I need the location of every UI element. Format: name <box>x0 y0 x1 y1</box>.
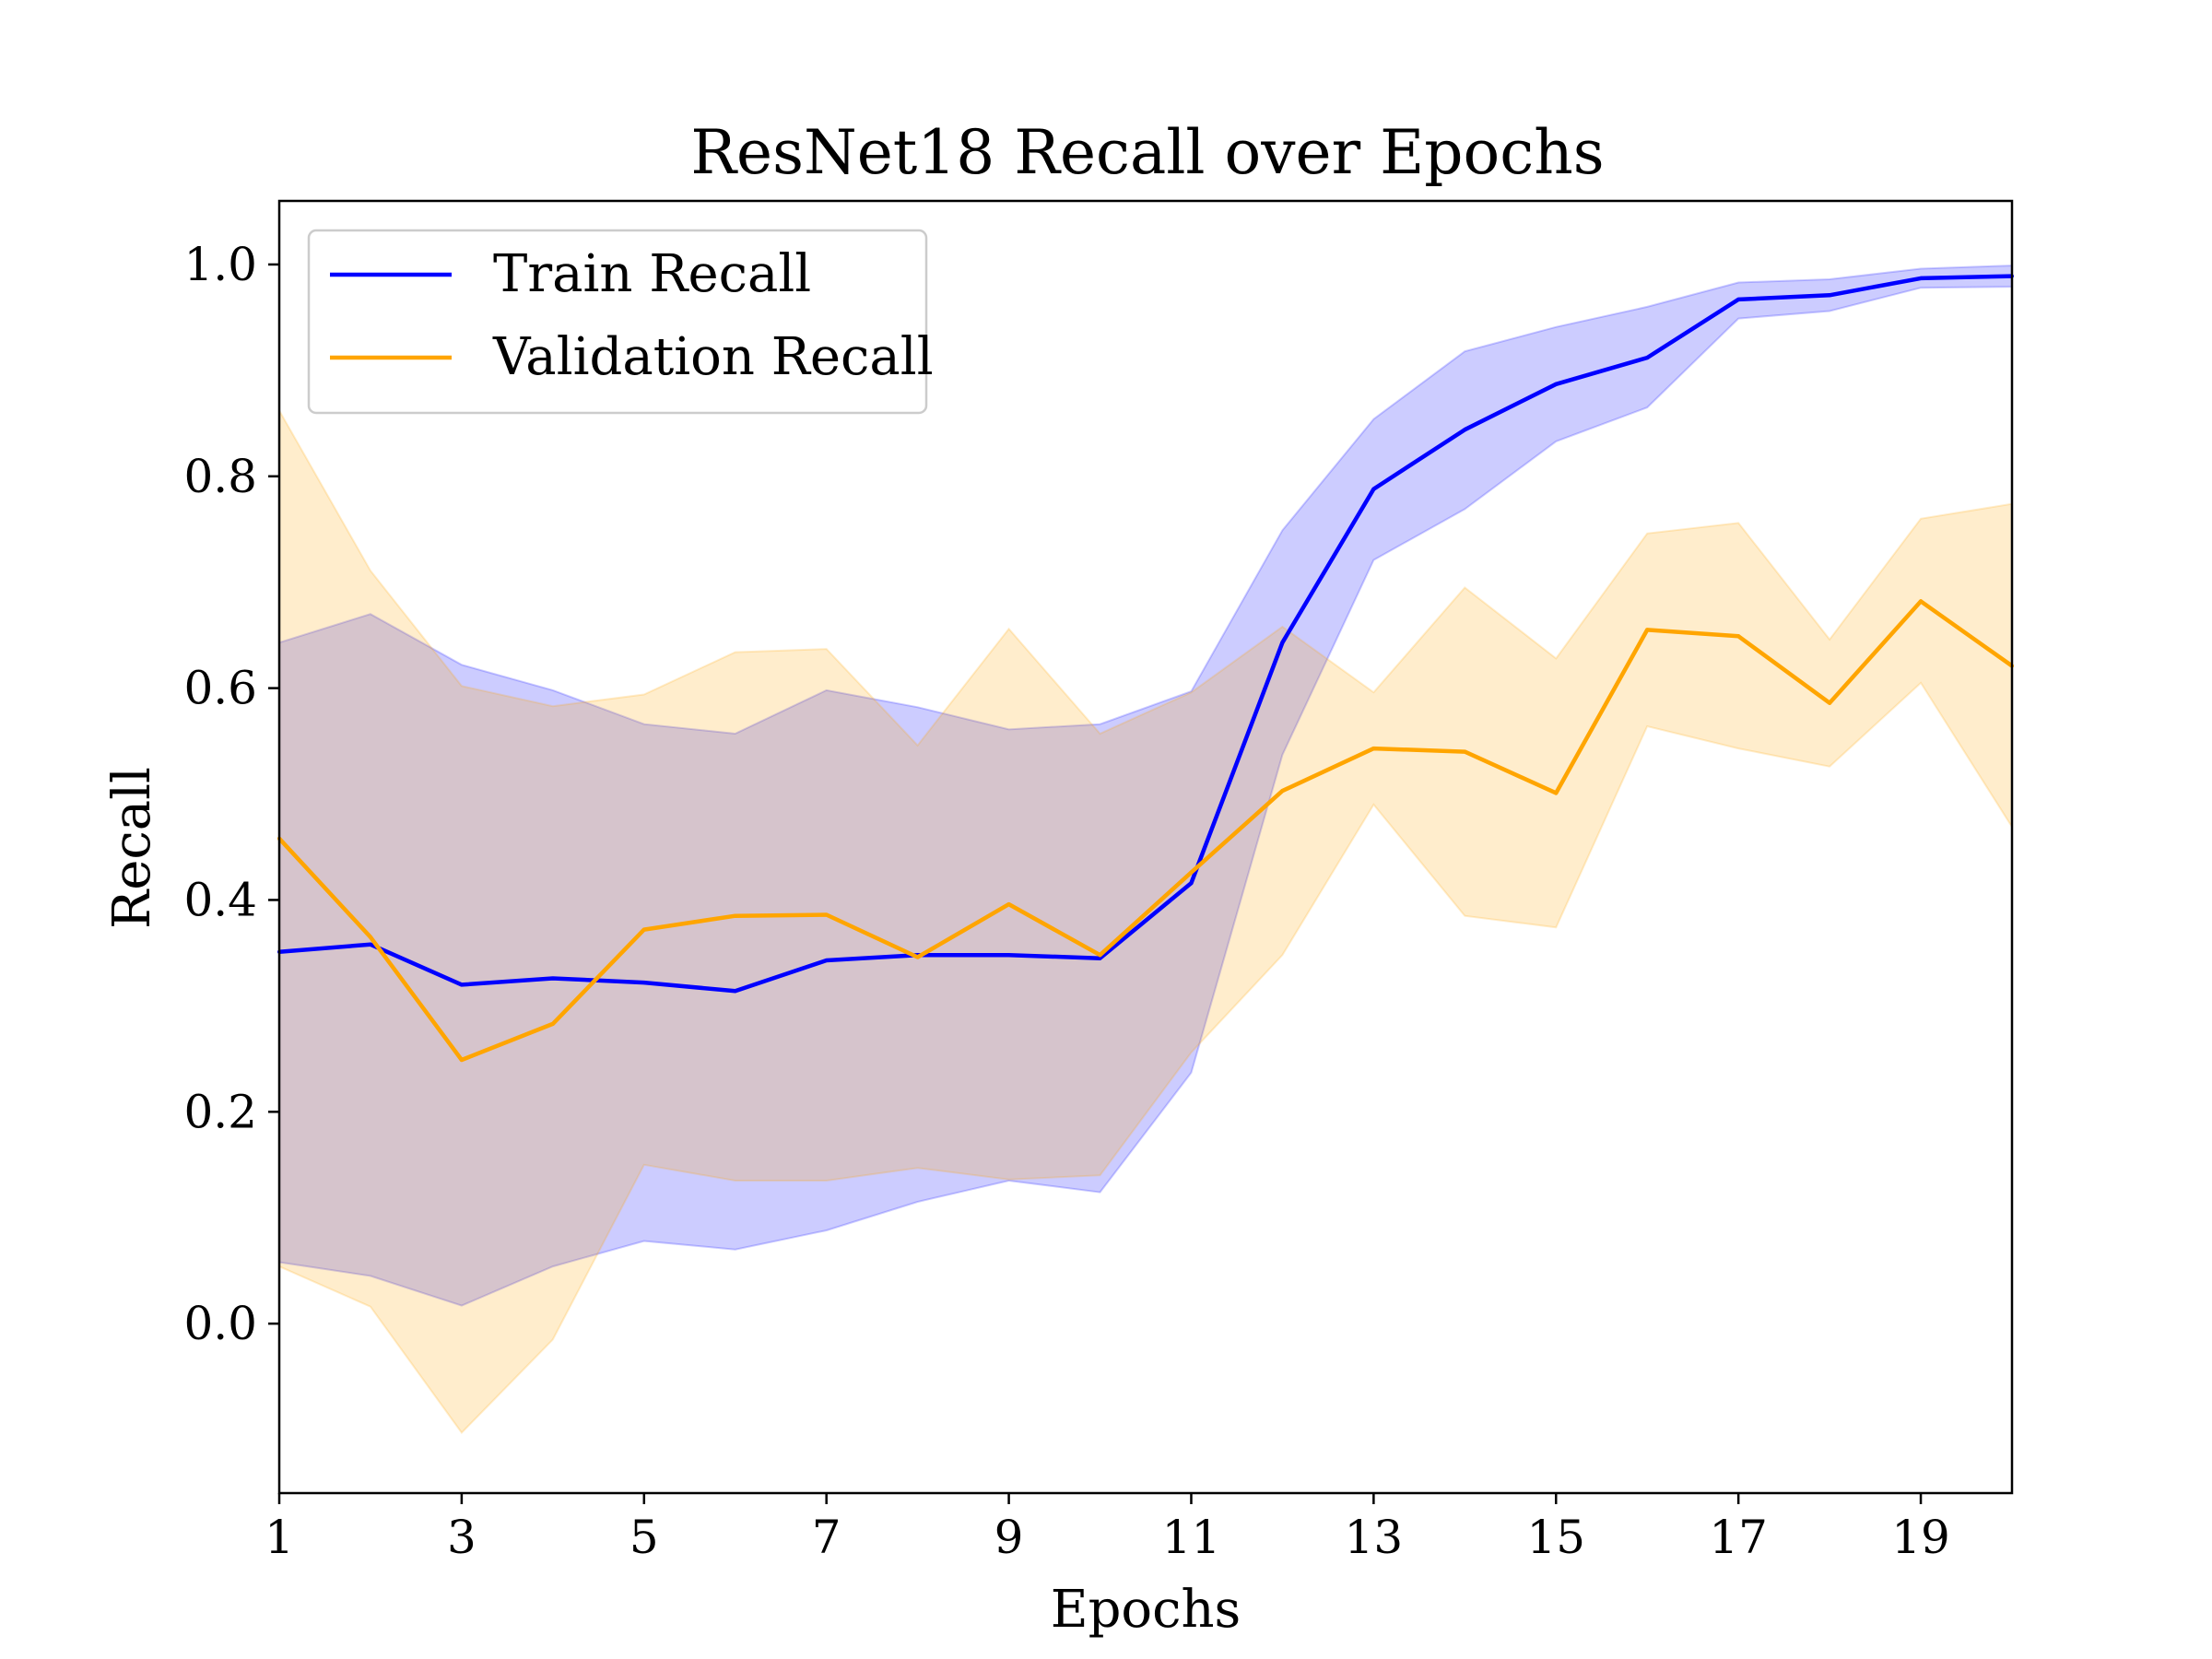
x-tick-label: 11 <box>1162 1511 1221 1564</box>
y-tick-label: 1.0 <box>183 238 257 291</box>
point-train-10 <box>1098 956 1102 960</box>
point-validation-19 <box>1919 599 1924 604</box>
x-tick-label: 17 <box>1709 1511 1768 1564</box>
line-train <box>278 274 2013 994</box>
x-axis-label: Epochs <box>1051 1580 1241 1640</box>
y-tick-label: 0.8 <box>183 450 257 503</box>
point-train-2 <box>368 942 372 947</box>
x-tick-label: 5 <box>629 1511 659 1564</box>
point-train-16 <box>1645 356 1650 360</box>
point-train-4 <box>550 976 555 981</box>
point-validation-4 <box>550 1021 555 1026</box>
x-tick-label: 15 <box>1526 1511 1585 1564</box>
y-tick-label: 0.2 <box>183 1085 257 1138</box>
legend-label-train: Train Recall <box>493 244 811 304</box>
point-validation-18 <box>1828 700 1832 705</box>
point-validation-7 <box>824 912 829 917</box>
point-validation-10 <box>1098 953 1102 958</box>
plot-area-frame <box>277 199 2014 1495</box>
point-train-17 <box>1736 297 1741 301</box>
point-validation-3 <box>459 1058 464 1062</box>
point-validation-5 <box>641 927 646 932</box>
point-validation-11 <box>1189 870 1194 875</box>
x-tick-label: 3 <box>447 1511 477 1564</box>
x-tick-label: 13 <box>1345 1511 1404 1564</box>
point-train-14 <box>1463 428 1467 432</box>
point-train-12 <box>1280 641 1285 645</box>
y-axis-ticks: 0.0 0.2 0.4 0.6 0.8 1.0 <box>183 238 279 1350</box>
point-train-7 <box>824 959 829 962</box>
legend: Train Recall Validation Recall <box>307 229 934 415</box>
point-train-11 <box>1189 881 1194 886</box>
point-train-18 <box>1828 293 1832 298</box>
x-tick-label: 19 <box>1891 1511 1950 1564</box>
point-train-3 <box>459 982 464 987</box>
point-validation-16 <box>1645 628 1650 632</box>
point-validation-17 <box>1736 634 1741 639</box>
point-validation-13 <box>1371 747 1376 751</box>
y-tick-label: 0.0 <box>183 1297 257 1350</box>
x-tick-label: 9 <box>994 1511 1024 1564</box>
point-train-13 <box>1371 487 1376 491</box>
x-tick-label: 7 <box>812 1511 841 1564</box>
x-axis-ticks: 1 3 5 7 9 11 13 15 17 19 <box>265 1493 1950 1564</box>
y-tick-label: 0.6 <box>183 662 257 715</box>
point-validation-6 <box>733 913 737 918</box>
chart-title: ResNet18 Recall over Epochs <box>690 117 1604 188</box>
point-validation-12 <box>1280 789 1285 794</box>
point-validation-14 <box>1463 749 1467 754</box>
x-tick-label: 1 <box>265 1511 294 1564</box>
legend-box <box>307 229 928 415</box>
y-tick-label: 0.4 <box>183 873 257 926</box>
point-train-5 <box>641 981 646 985</box>
point-train-9 <box>1006 953 1011 958</box>
point-validation-8 <box>915 955 920 959</box>
legend-label-validation: Validation Recall <box>492 327 934 387</box>
point-train-15 <box>1554 382 1559 386</box>
point-validation-2 <box>368 935 372 939</box>
point-validation-9 <box>1006 902 1011 907</box>
y-axis-label: Recall <box>102 767 162 929</box>
point-train-19 <box>1919 276 1924 280</box>
line-validation <box>277 599 2014 1063</box>
point-validation-15 <box>1554 791 1559 795</box>
point-train-6 <box>733 989 737 994</box>
